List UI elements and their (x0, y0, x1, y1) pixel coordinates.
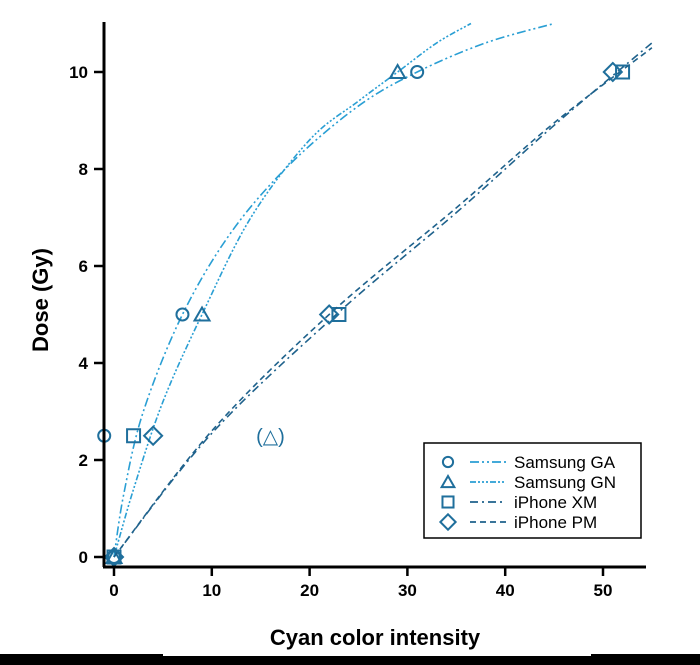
data-point-iphone-xm (106, 549, 122, 565)
plot-area: (△) (97, 22, 653, 568)
data-point-iphone-xm (615, 64, 631, 80)
data-point-samsung-gn (388, 62, 407, 79)
bottom-black-band (0, 654, 700, 665)
y-tick-label: 4 (79, 354, 89, 373)
legend-marker-iphone-pm (438, 512, 458, 532)
data-point-iphone-pm (142, 425, 164, 447)
legend-label-samsung-ga: Samsung GA (514, 453, 616, 472)
legend-label-iphone-xm: iPhone XM (514, 493, 597, 512)
legend-marker-samsung-gn (439, 474, 457, 489)
bottom-black-band-notch (163, 654, 591, 656)
x-tick-label: 30 (398, 581, 417, 600)
y-tick-label: 8 (79, 160, 88, 179)
x-tick-label: 20 (300, 581, 319, 600)
x-tick-label: 10 (202, 581, 221, 600)
axis-ticks: 0 10 20 30 40 50 0 2 4 6 8 10 (69, 63, 612, 600)
data-point-iphone-xm (331, 307, 347, 322)
legend-label-samsung-gn: Samsung GN (514, 473, 616, 492)
x-tick-label: 40 (496, 581, 515, 600)
data-point-iphone-xm (126, 428, 142, 444)
x-tick-label: 50 (594, 581, 613, 600)
y-tick-label: 10 (69, 63, 88, 82)
fit-line-iphone-pm (113, 47, 653, 558)
y-tick-label: 0 (79, 548, 88, 567)
y-tick-label: 6 (79, 257, 88, 276)
fit-line-samsung-ga (113, 22, 555, 558)
x-tick-label: 0 (109, 581, 118, 600)
legend-label-iphone-pm: iPhone PM (514, 513, 597, 532)
y-tick-label: 2 (79, 451, 88, 470)
x-axis-label: Cyan color intensity (270, 625, 481, 650)
legend-marker-iphone-xm (441, 495, 455, 509)
data-point-samsung-gn (192, 305, 212, 322)
y-axis-label: Dose (Gy) (28, 248, 53, 352)
outlier-point-samsung-gn: (△) (256, 426, 285, 448)
legend-marker-samsung-ga (441, 455, 455, 469)
data-point-iphone-pm (602, 61, 624, 83)
data-point-samsung-ga (410, 65, 425, 79)
data-point-samsung-ga (175, 307, 190, 322)
fit-line-samsung-gn (113, 22, 472, 558)
data-point-iphone-pm (318, 304, 340, 325)
